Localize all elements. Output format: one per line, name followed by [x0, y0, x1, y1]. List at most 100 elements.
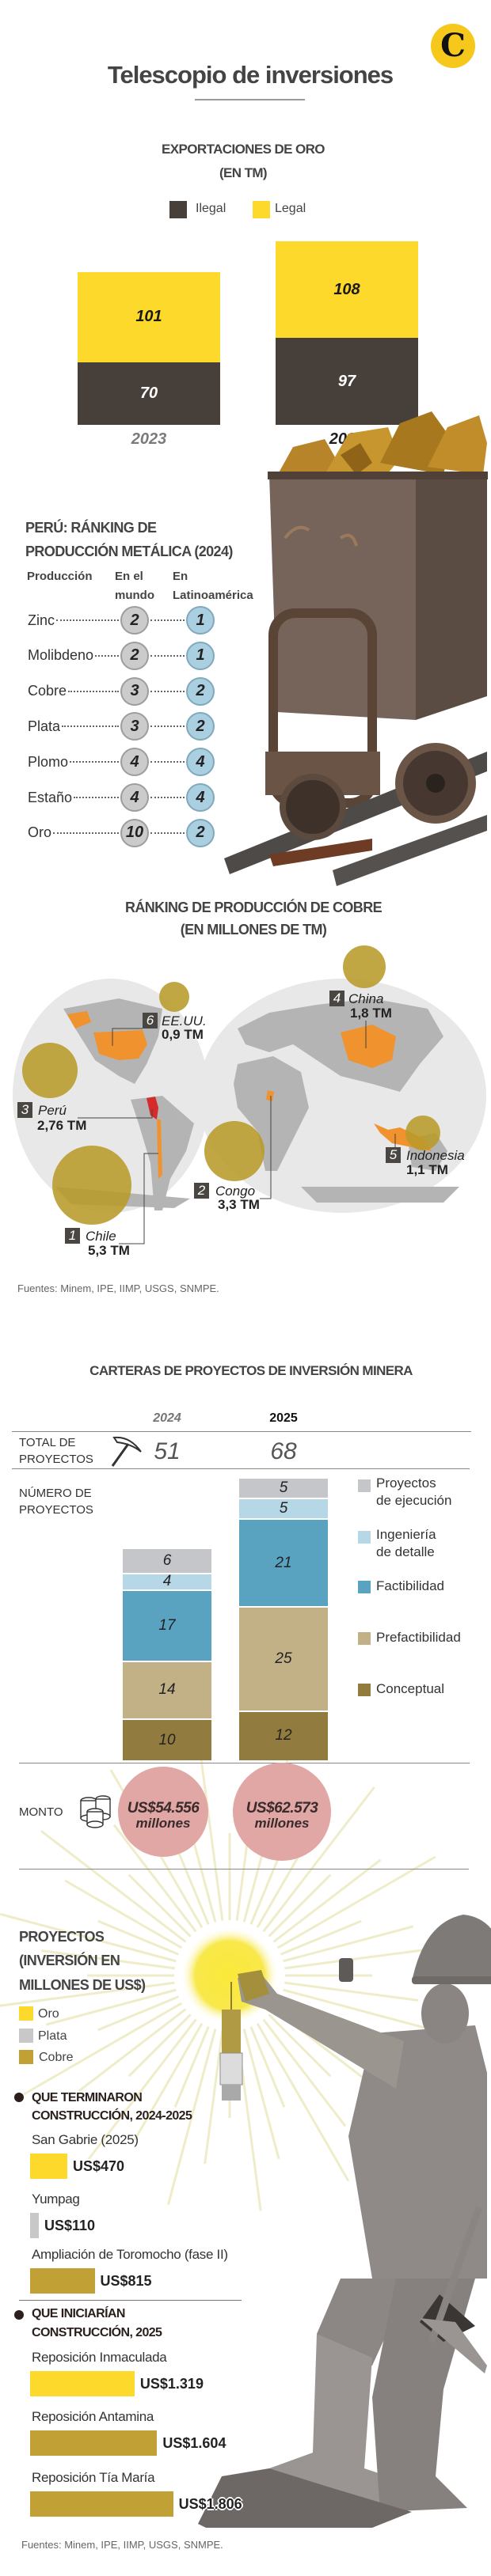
monto-amount-2024: US$54.556 — [127, 1800, 200, 1816]
col-header-mundo-1: En el — [115, 570, 143, 583]
sunburst-ray — [128, 1873, 192, 1938]
bubble-congo — [204, 1121, 265, 1181]
table-row: Plata 3 2 — [28, 712, 215, 741]
latam-rank-badge: 1 — [186, 641, 215, 670]
project-bar-cobre — [30, 2491, 173, 2517]
dotted-leader — [56, 619, 119, 621]
legend-label-ilegal: Ilegal — [196, 202, 226, 215]
metal-name: Plata — [28, 718, 61, 734]
bubble-china — [343, 945, 386, 988]
projects-title-2: (INVERSIÓN EN — [19, 1953, 120, 1968]
country-value-eeuu: 0,9 TM — [162, 1027, 204, 1042]
metal-name: Zinc — [28, 612, 55, 628]
project-value: US$1.604 — [162, 2435, 226, 2451]
legend-swatch-factibilidad — [358, 1581, 371, 1593]
sources-note: Fuentes: Minem, IPE, IIMP, USGS, SNMPE. — [21, 2539, 223, 2551]
dotted-leader — [74, 797, 119, 798]
sunburst-ray — [133, 2022, 204, 2141]
table-row: Oro 10 2 — [28, 818, 215, 847]
gold-nuggets — [273, 411, 487, 487]
legend-label-cobre: Cobre — [39, 2051, 74, 2064]
bar-value-label: 70 — [139, 384, 158, 402]
sunburst-ray — [256, 2022, 350, 2182]
sunburst-ray — [0, 1912, 177, 1963]
sunburst-ray — [84, 2018, 197, 2165]
cart-wheel-left — [280, 774, 346, 840]
bar-value-label: 101 — [135, 308, 162, 326]
latam-rank-badge: 1 — [186, 606, 215, 635]
bar-segment-2-2025: 21 — [239, 1518, 328, 1606]
legend-label-ejecucion-2: de ejecución — [376, 1493, 452, 1508]
rank-box-congo: 2 — [194, 1183, 209, 1199]
world-rank-badge: 10 — [120, 818, 149, 847]
sunburst-ray — [112, 1824, 197, 1933]
dotted-leader — [62, 725, 119, 728]
world-map — [13, 945, 486, 1244]
legend-label-prefactibilidad: Prefactibilidad — [376, 1630, 461, 1645]
table-row: Zinc 2 1 — [28, 606, 215, 635]
carteras-year-2024: 2024 — [153, 1411, 181, 1425]
latam-rank-badge: 4 — [186, 748, 215, 777]
project-bar-plata — [30, 2213, 39, 2238]
bar-segment-2-2024: 17 — [123, 1589, 211, 1661]
divider — [19, 2300, 242, 2301]
monto-label: MONTO — [19, 1805, 63, 1819]
sunburst-ray — [40, 1830, 187, 1943]
bubble-eeuu — [159, 982, 189, 1012]
sunburst-ray — [128, 2013, 192, 2078]
world-rank-badge: 4 — [120, 783, 149, 812]
sunburst-ray — [249, 2026, 286, 2108]
sunburst-ray — [262, 2018, 347, 2127]
sunburst-ray — [197, 1740, 224, 1921]
legend-swatch-oro — [19, 2006, 33, 2021]
bar-segment-1-2025: 25 — [239, 1606, 328, 1710]
country-label-peru: Perú — [38, 1103, 67, 1118]
copper-title-line2: (EN MILLONES DE TM) — [180, 922, 327, 938]
lantern-icon — [219, 1982, 243, 2101]
legend-label-plata: Plata — [38, 2029, 67, 2043]
legend-label-ingenieria-1: Ingeniería — [376, 1527, 436, 1542]
copper-bubbles — [22, 945, 440, 1225]
sunburst-ray — [280, 1919, 362, 1956]
sunburst-ray — [173, 2026, 210, 2108]
rank-box-peru: 3 — [17, 1102, 32, 1118]
exports-subtitle: (EN TM) — [219, 165, 268, 180]
carteras-title: CARTERAS DE PROYECTOS DE INVERSIÓN MINER… — [89, 1363, 413, 1378]
project-name: Reposición Inmaculada — [32, 2350, 167, 2365]
sunburst-ray — [242, 2029, 280, 2160]
total-label-1: TOTAL DE — [19, 1436, 76, 1449]
dotted-leader — [70, 761, 119, 763]
legend-label-legal: Legal — [275, 202, 306, 215]
dotted-leader — [150, 797, 185, 798]
project-value: US$1.319 — [139, 2376, 204, 2392]
legend-swatch-ejecucion — [358, 1479, 371, 1492]
sources-note-map: Fuentes: Minem, IPE, IIMP, USGS, SNMPE. — [17, 1282, 219, 1294]
group-title-iniciarian-2: CONSTRUCCIÓN, 2025 — [32, 2326, 162, 2339]
bar-legal-2023: 101 — [78, 271, 220, 362]
sunburst-ray — [284, 1981, 419, 2002]
latam-rank-badge: 2 — [186, 818, 215, 847]
table-row: Plomo 4 4 — [28, 748, 215, 777]
metal-name: Plomo — [28, 753, 69, 770]
sunburst-ray — [268, 2013, 332, 2078]
country-label-chile: Chile — [86, 1229, 116, 1244]
dotted-leader — [150, 619, 185, 621]
coins-icon — [80, 1795, 111, 1828]
legend-swatch-plata — [19, 2029, 33, 2043]
sunburst-ray — [40, 1949, 175, 1970]
bar-segment-3-2024: 4 — [123, 1572, 211, 1589]
group-title-terminaron-1: QUE TERMINARON — [32, 2091, 143, 2104]
country-value-congo: 3,3 TM — [218, 1197, 260, 1212]
ranking-title-line2: PRODUCCIÓN METÁLICA (2024) — [25, 544, 233, 559]
legend-swatch-ingenieria — [358, 1531, 371, 1544]
exports-title: EXPORTACIONES DE ORO — [162, 142, 325, 157]
cart-front-face — [269, 475, 416, 720]
dotted-leader — [150, 690, 185, 692]
world-rank-badge: 3 — [120, 676, 149, 706]
metal-name: Molibdeno — [28, 647, 94, 664]
dotted-leader — [95, 654, 119, 657]
world-rank-badge: 4 — [120, 748, 149, 777]
metal-name: Estaño — [28, 789, 73, 805]
legend-label-ejecucion-1: Proyectos — [376, 1476, 436, 1491]
bar-segment-4-2025: 5 — [239, 1476, 328, 1498]
